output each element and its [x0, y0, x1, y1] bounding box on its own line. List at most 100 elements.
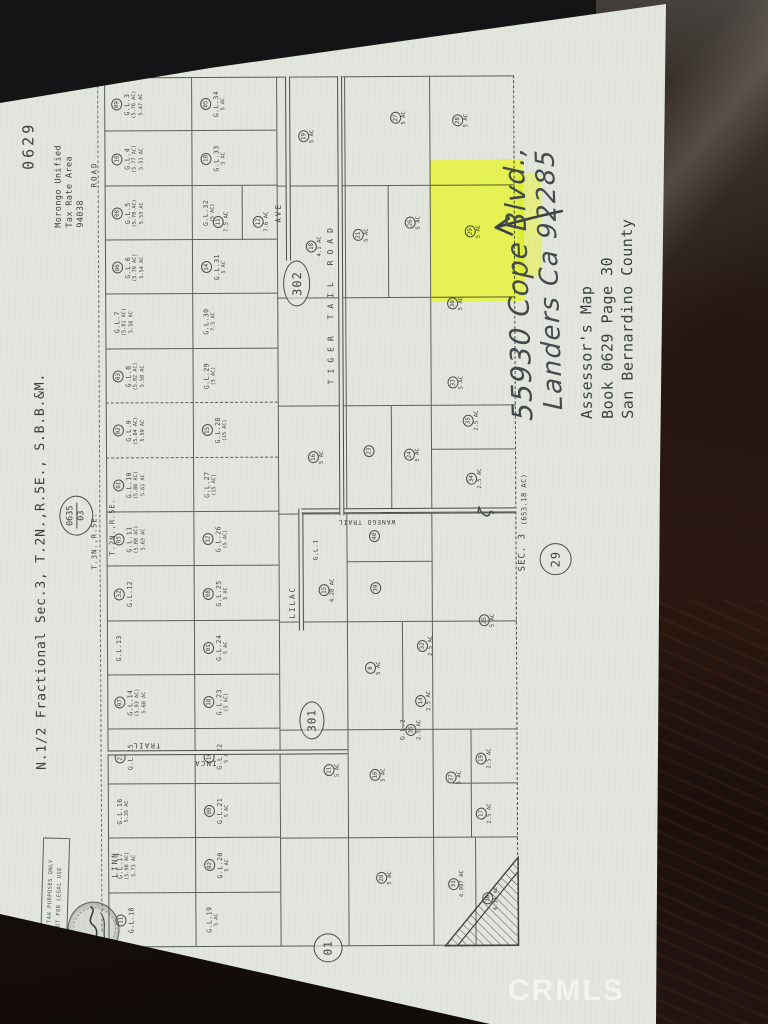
- parcel-number-circle: 37: [445, 771, 457, 784]
- parcel-number-circle: 27: [390, 111, 402, 125]
- gl-parcel-cell: G.L.13: [109, 621, 193, 676]
- government-lot-label: G.L.23: [215, 689, 224, 716]
- parcel-number-circle: 11: [323, 764, 335, 777]
- gl-parcel-cell: 15 G.L.28 (15 AC): [197, 403, 275, 458]
- parcel-label: 37 5 AC: [445, 770, 464, 785]
- parcel-number-circle: 02: [112, 424, 124, 437]
- parcel-number-circle: 01: [113, 479, 125, 492]
- gl-parcel-cell: 05 G.L.34 5 AC: [195, 77, 273, 132]
- wood-grain: [640, 600, 768, 1024]
- section-acreage: (653.18 AC): [520, 473, 529, 526]
- parcel-number-circle: 26: [404, 216, 416, 229]
- parcel-number-circle: 40: [368, 530, 380, 543]
- government-lot-label: G.L.8: [124, 365, 133, 388]
- parcel-acreage: 5 AC: [213, 913, 220, 927]
- government-lot-label: G.L.3: [123, 93, 132, 116]
- parcel-label: 12 7.6 AC: [252, 212, 271, 232]
- parcel-label: 23: [363, 445, 375, 458]
- hand-drawn-arrow: [494, 209, 564, 236]
- government-lot-label: G.L.16: [115, 798, 124, 825]
- gl-parcel-cell: G.L.16 5.35 AC: [110, 784, 194, 839]
- parcel-acreage: 5 AC: [224, 804, 231, 818]
- parcel-acreage: 2.5 AC: [486, 803, 493, 824]
- parcel-label: 34 2.5 AC: [465, 468, 484, 489]
- parcel-acreage: 5 AC: [222, 587, 230, 600]
- gl-parcel-cell: 03 G.L.8 (5.82 AC) 5.58 AC: [107, 349, 191, 404]
- parcel-acreage: 2.5 AC: [486, 748, 493, 769]
- parcel-acreage: 5.61 AC: [139, 474, 146, 497]
- government-lot-label: G.L.26: [214, 525, 223, 553]
- government-lot-label: G.L.22: [215, 743, 224, 770]
- parcel-label: 15 4.28 AC: [318, 579, 337, 603]
- gl1-label: G.L.1: [312, 539, 320, 561]
- lilac-road-label: LILAC: [287, 585, 297, 619]
- parcel-acreage: (15 AC): [211, 473, 218, 496]
- caption-line1: Assessor's Map: [577, 285, 596, 420]
- gl-parcel-cell: 08 G.L.5 (5.78 AC) 5.53 AC: [107, 186, 191, 241]
- parcel-number-circle: 32: [416, 639, 428, 652]
- parcel-number-circle: 23: [363, 445, 375, 458]
- parcel-label: 25 5 AC: [478, 613, 497, 628]
- parcel-acreage: 5.54 AC: [138, 256, 145, 279]
- parcel-number-circle: 36: [405, 723, 417, 736]
- parcel-label: 26 5 AC: [404, 216, 423, 230]
- parcel-label: 11 7.5 AC: [212, 212, 231, 232]
- government-lot-label: G.L.34: [212, 90, 221, 118]
- gl-parcel-cell: 01 G.L.10 (5.86 AC) 5.61 AC: [108, 458, 192, 513]
- parcel-number-circle: 15: [318, 584, 330, 597]
- parcel-acreage: (15 AC): [222, 419, 229, 442]
- parcel-number-circle: 34: [465, 472, 478, 485]
- parcel-number-circle: 08: [202, 587, 214, 600]
- government-lot-label: G.L.33: [212, 145, 221, 172]
- purpose-stamp: FOR TAX PURPOSES ONLY NOT FOR LEGAL USE: [39, 837, 71, 961]
- parcel-number-circle: 09: [203, 805, 215, 818]
- government-lot-label: G.L.10: [125, 472, 134, 499]
- parcel-number-circle: 07: [114, 696, 126, 709]
- parcel-number-circle: 11: [212, 215, 224, 228]
- parcel-number-circle: 25: [478, 614, 490, 627]
- wanego-trail-label: WANEGO TRAIL: [337, 517, 396, 526]
- road-label: ROAD: [89, 161, 99, 188]
- government-lot-label: G.L.6: [123, 256, 133, 279]
- gl-parcel-cell: 05 G.L.11 (5.88 AC) 5.63 AC: [108, 512, 192, 567]
- parcel-acreage: (5 AC): [223, 692, 230, 712]
- gl-parcel-cell: 08 G.L.25 5 AC: [198, 566, 276, 621]
- page-circle-book: 0635: [65, 502, 77, 529]
- parcel-number-circle: 28: [452, 114, 464, 127]
- parcel-acreage: 5 AC: [456, 770, 463, 785]
- gl-parcel-cell: 02 G.L.9 (5.84 AC) 5.59 AC: [108, 403, 192, 458]
- gl-parcel-cell: 16 G.L.22 5 AC: [198, 729, 276, 784]
- lilac-road: [298, 508, 304, 631]
- parcel-acreage: 5 AC: [489, 613, 496, 628]
- gl-parcel-cell: 06 G.L.6 (5.79 AC) 5.54 AC: [107, 240, 191, 295]
- parcel-acreage: 5 AC: [375, 661, 383, 675]
- map-surface: FOR TAX PURPOSES ONLY NOT FOR LEGAL USE …: [9, 18, 666, 1022]
- hatched-corner-triangle: [444, 855, 520, 947]
- gl-parcel-cell: 14 G.L.31 5 AC: [196, 240, 274, 295]
- parcel-label: 17 2.5 AC: [475, 803, 494, 824]
- government-lot-label: G.L.5: [123, 202, 132, 225]
- gl-parcel-cell: 01 G.L.24 5 AC: [198, 620, 276, 675]
- parcel-number-circle: 32: [113, 587, 125, 601]
- government-lot-label: G.L.7: [113, 311, 122, 334]
- government-lot-label: G.L.25: [214, 580, 223, 607]
- government-lot-label: G.L.13: [114, 635, 124, 662]
- parcel-label: 39: [370, 582, 382, 595]
- parcel-number-circle: 10: [369, 769, 381, 782]
- tiger-tail-road-label: TIGER TAIL ROAD: [325, 222, 336, 385]
- map-title: N.1/2 Fractional Sec.3, T.2N.,R.5E., S.B…: [32, 372, 50, 770]
- parcel-acreage: 5.68 AC: [141, 691, 148, 714]
- parcel-acreage: 5 AC: [401, 111, 408, 125]
- parcel-acreage: 5 AC: [224, 859, 231, 872]
- parcel-acreage: 5 AC: [415, 216, 422, 230]
- government-lot-label: G.L.21: [215, 797, 224, 825]
- crmls-watermark: CRMLS: [508, 974, 625, 1007]
- parcel-number-circle: 21: [352, 229, 364, 242]
- parcel-number-circle: 02: [204, 859, 216, 872]
- parcel-acreage: 5 AC: [458, 375, 465, 390]
- parcel-number-circle: 8: [364, 662, 377, 675]
- parcel-acreage: 7.5 AC: [210, 312, 217, 332]
- parcel-label: 14 2.5 AC: [415, 691, 433, 711]
- block-302-oval: 302: [283, 260, 311, 307]
